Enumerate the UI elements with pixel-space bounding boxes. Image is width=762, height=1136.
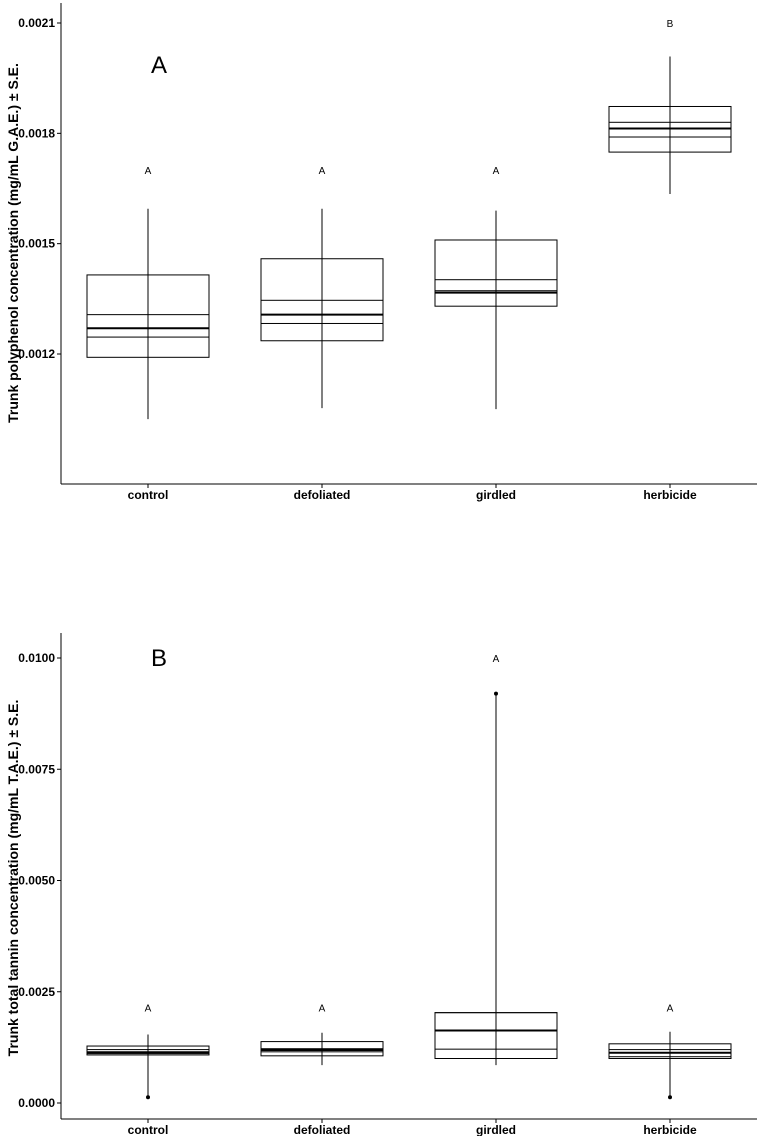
significance-letter: A (493, 654, 500, 665)
outlier-point (494, 691, 498, 696)
significance-letter: A (145, 1003, 152, 1014)
panel-label-b: B (151, 645, 167, 672)
outlier-point (668, 1095, 672, 1100)
box-outer (260, 258, 384, 342)
y-tick-label: 0.0012 (18, 347, 55, 361)
x-tick-label: defoliated (294, 1123, 351, 1136)
box-inner (434, 279, 558, 292)
y-axis-title-b: Trunk total tannin concentration (mg/mL … (5, 700, 21, 1057)
significance-letter: A (493, 166, 500, 177)
x-tick-label: control (128, 488, 169, 502)
x-tick-label: control (128, 1123, 169, 1136)
outlier-point (146, 1095, 150, 1100)
y-tick-label: 0.0075 (18, 762, 55, 776)
box-outer (434, 239, 558, 307)
x-tick-label: girdled (476, 488, 516, 502)
significance-letter: A (319, 166, 326, 177)
box-inner (86, 314, 210, 338)
significance-letter: A (145, 166, 152, 177)
y-tick-label: 0.0021 (18, 16, 55, 30)
panel-a: Trunk polyphenol concentration (mg/mL G.… (5, 3, 757, 502)
box-inner (260, 299, 384, 324)
y-tick-label: 0.0100 (18, 651, 55, 665)
y-tick-label: 0.0015 (18, 237, 55, 251)
box-inner (608, 121, 732, 138)
x-tick-label: defoliated (294, 488, 351, 502)
y-tick-label: 0.0050 (18, 874, 55, 888)
x-tick-label: girdled (476, 1123, 516, 1136)
significance-letter: A (319, 1003, 326, 1014)
x-tick-label: herbicide (643, 488, 697, 502)
y-axis-title-a: Trunk polyphenol concentration (mg/mL G.… (5, 63, 21, 423)
significance-letter: B (667, 19, 674, 30)
y-tick-label: 0.0025 (18, 985, 55, 999)
y-tick-label: 0.0018 (18, 126, 55, 140)
significance-letter: A (667, 1003, 674, 1014)
y-tick-label: 0.0000 (18, 1096, 55, 1110)
x-tick-label: herbicide (643, 1123, 697, 1136)
panel-b: Trunk total tannin concentration (mg/mL … (5, 633, 757, 1136)
panel-label-a: A (151, 52, 167, 79)
